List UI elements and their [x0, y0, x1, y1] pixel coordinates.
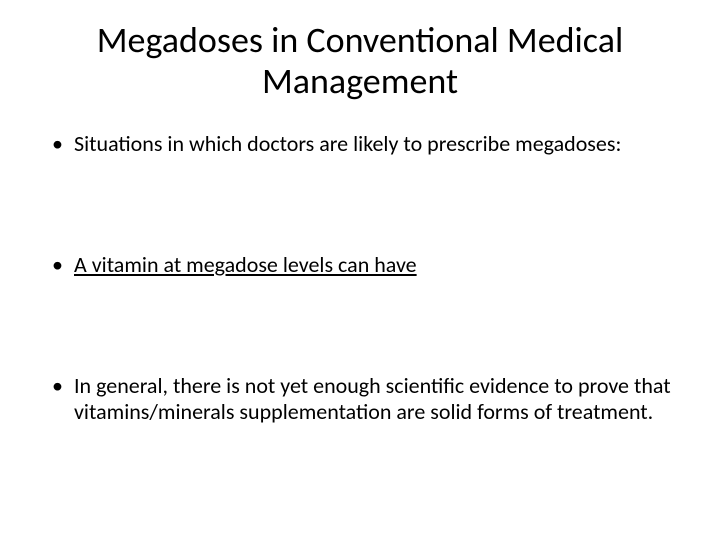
slide: Megadoses in Conventional Medical Manage… — [0, 0, 720, 540]
bullet-text: In general, there is not yet enough scie… — [74, 372, 671, 424]
bullet-text: Situations in which doctors are likely t… — [74, 130, 621, 157]
bullet-item: A vitamin at megadose levels can have — [48, 252, 672, 277]
slide-title: Megadoses in Conventional Medical Manage… — [48, 20, 672, 103]
bullet-item: Situations in which doctors are likely t… — [48, 131, 672, 156]
bullet-text: A vitamin at megadose levels can have — [74, 251, 417, 278]
bullet-list: Situations in which doctors are likely t… — [48, 131, 672, 424]
bullet-item: In general, there is not yet enough scie… — [48, 373, 672, 424]
